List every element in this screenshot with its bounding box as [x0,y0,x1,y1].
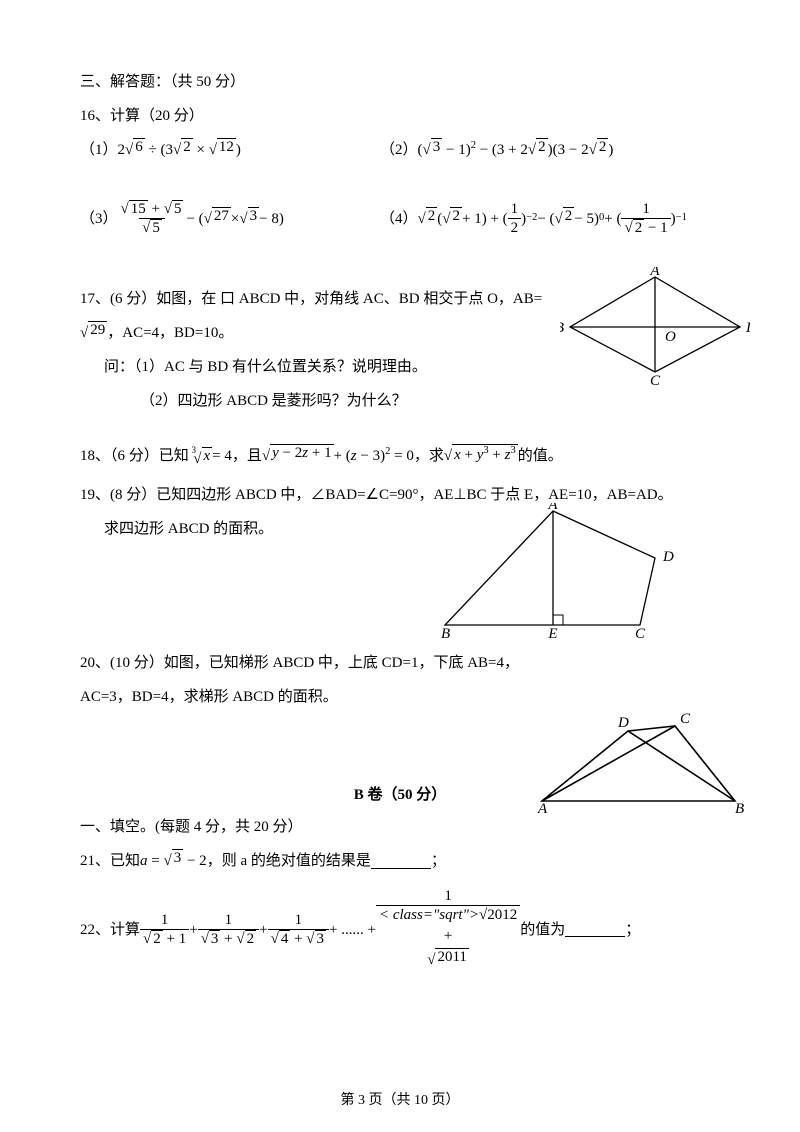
q18-sqrt2: √x + y3 + z3 [444,444,518,468]
q21-blank [371,854,431,869]
svg-text:D: D [745,320,750,336]
fill-title: 一、填空。(每题 4 分，共 20 分） [80,815,720,839]
q16-row1: （1） 2√6 ÷ (3√2 × √12) （2） (√3 − 1)2 − (3… [80,138,720,162]
q16-p4-label: （4） [380,207,418,231]
q17-l1a: 17、(6 分）如图，在 口 ABCD 中，对角线 AC、BD 相交于点 O，A… [80,291,542,307]
svg-text:B: B [735,801,744,816]
q20-figure: A B C D [530,711,750,816]
q16-p3-label: （3） [80,207,118,231]
svg-text:B: B [560,320,564,336]
svg-text:A: A [547,503,558,513]
q19-figure: A B C D E [435,503,680,643]
q21-math: a = √3 − 2 [140,849,207,873]
q18-suffix: 的值。 [518,444,563,468]
q18: 18、（6 分）已知 3√x = 4，且 √y − 2z + 1 + (z − … [80,441,720,471]
q22: 22、计算 1√2 + 1 + 1√3 + √2 + 1√4 + √3 + ..… [80,887,720,972]
q19: 19、(8 分）已知四边形 ABCD 中，∠BAD=∠C=90°，AE⊥BC 于… [80,483,720,633]
q16-p4-formula: √2(√2 + 1) + ( 12)−2 − (√2 − 5)0 + ( 1√2… [418,200,687,237]
svg-text:B: B [441,626,450,642]
q17-sqrt29: √29 [80,321,107,345]
q18-eq1: = 4，且 [212,444,262,468]
q22-a: 22、计算 [80,918,140,942]
q16-p1-formula: 2√6 ÷ (3√2 × √12) [118,138,241,162]
q20: 20、(10 分）如图，已知梯形 ABCD 中，上底 CD=1，下底 AB=4，… [80,651,720,771]
q18-prefix: 18、（6 分）已知 [80,444,189,468]
q16-title: 16、计算（20 分） [80,104,720,128]
q16-p1-label: （1） [80,138,118,162]
svg-text:E: E [547,626,557,642]
q17: 17、(6 分）如图，在 口 ABCD 中，对角线 AC、BD 相交于点 O，A… [80,287,720,413]
section-3-title: 三、解答题：（共 50 分） [80,70,720,94]
q21-b: ，则 a 的绝对值的结果是 [207,849,371,873]
q16-p2-label: （2） [380,138,418,162]
q20-l1: 20、(10 分）如图，已知梯形 ABCD 中，上底 CD=1，下底 AB=4， [80,651,720,675]
q22-c: ； [625,918,640,942]
q18-cuberoot: 3√x [189,441,212,471]
q17-l2a: ，AC=4，BD=10。 [107,321,233,345]
svg-text:D: D [662,549,674,565]
q16-row2: （3） √15 + √5 √5 − (√27 × √3 − 8) （4） √2(… [80,200,720,237]
svg-text:A: A [649,267,660,279]
q21-c: ； [431,849,446,873]
svg-text:A: A [537,801,548,816]
q18-sqrt1: √y − 2z + 1 [262,444,334,468]
q22-b: 的值为 [520,918,565,942]
q22-sum: 1√2 + 1 + 1√3 + √2 + 1√4 + √3 + ...... +… [140,887,520,972]
q21-a: 21、已知 [80,849,140,873]
svg-text:O: O [665,329,676,345]
svg-text:C: C [680,711,691,727]
q20-l2: AC=3，BD=4，求梯形 ABCD 的面积。 [80,685,720,709]
q16-p3-formula: √15 + √5 √5 − (√27 × √3 − 8) [118,200,284,237]
q21: 21、已知 a = √3 − 2 ，则 a 的绝对值的结果是 ； [80,849,720,873]
page-footer: 第 3 页（共 10 页） [0,1090,800,1112]
q17-figure: A B C D O [560,267,750,387]
svg-text:C: C [650,373,661,387]
svg-text:D: D [617,715,629,731]
q18-mid: + (z − 3)2 = 0，求 [334,444,444,468]
q22-blank [565,922,625,937]
q16-p2-formula: (√3 − 1)2 − (3 + 2√2)(3 − 2√2) [418,138,614,162]
q17-sub2: （2）四边形 ABCD 是菱形吗？为什么？ [140,389,720,413]
svg-text:C: C [635,626,646,642]
